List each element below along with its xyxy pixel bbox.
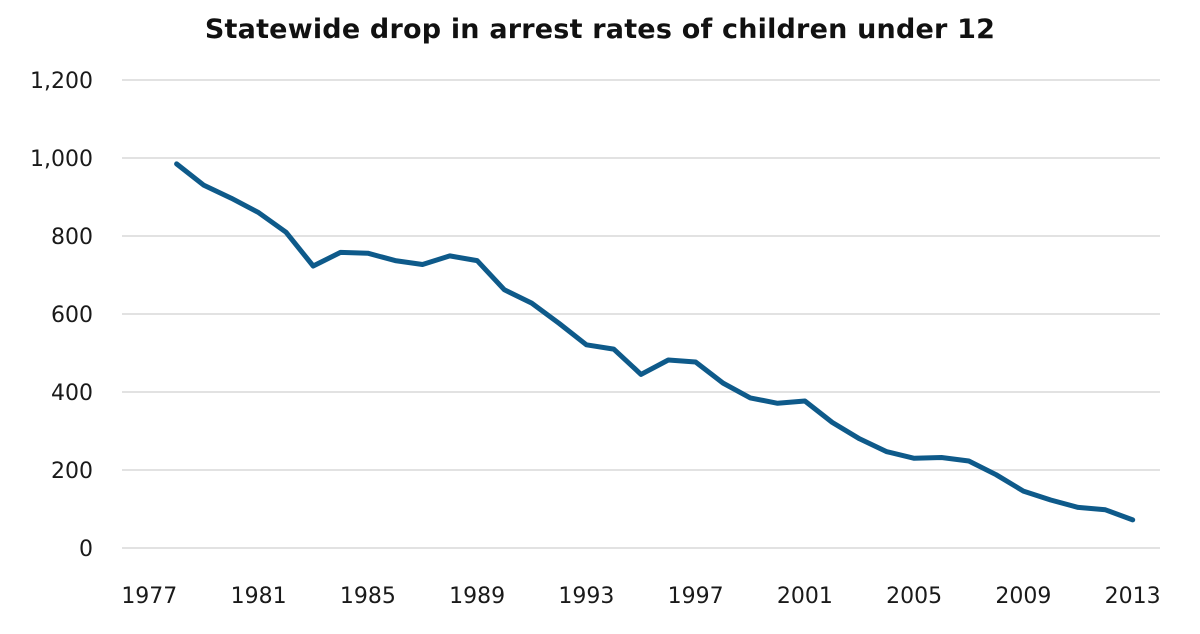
x-tick-label: 2001 xyxy=(777,584,833,609)
series-lines xyxy=(174,161,1136,523)
gridlines xyxy=(122,79,1160,549)
y-tick-label: 600 xyxy=(51,303,93,328)
y-tick-label: 0 xyxy=(79,537,93,562)
series-line xyxy=(174,161,1136,523)
x-tick-label: 2005 xyxy=(886,584,942,609)
x-tick-label: 1989 xyxy=(449,584,505,609)
y-tick-label: 800 xyxy=(51,225,93,250)
chart-title: Statewide drop in arrest rates of childr… xyxy=(204,14,996,45)
y-tick-label: 1,200 xyxy=(30,69,93,94)
x-tick-label: 1993 xyxy=(558,584,614,609)
x-tick-label: 1985 xyxy=(340,584,396,609)
y-tick-label: 400 xyxy=(51,381,93,406)
x-tick-label: 1997 xyxy=(668,584,724,609)
y-tick-label: 200 xyxy=(51,459,93,484)
x-tick-label: 2009 xyxy=(995,584,1051,609)
x-axis-tick-labels: 1977 1981 1985 1989 1993 1997 2001 2005 2009 2013 xyxy=(121,584,1160,609)
x-tick-label: 2013 xyxy=(1105,584,1161,609)
y-tick-label: 1,000 xyxy=(30,147,93,172)
x-tick-label: 1981 xyxy=(231,584,287,609)
x-tick-label: 1977 xyxy=(121,584,177,609)
y-axis-tick-labels: 0 200 400 600 800 1,000 1,200 xyxy=(30,69,93,562)
